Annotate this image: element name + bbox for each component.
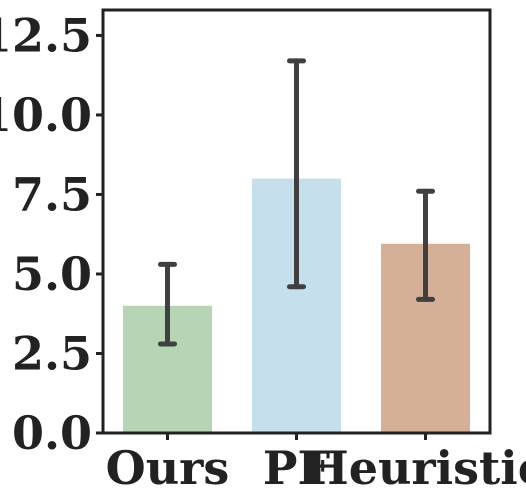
y-tick-label: 0.0 — [12, 406, 92, 460]
y-tick-label: 5.0 — [12, 247, 92, 301]
y-tick-label: 2.5 — [12, 326, 92, 380]
x-tick-label-pf: PF — [263, 441, 331, 495]
y-tick-label: 10.0 — [0, 88, 92, 142]
error-bar-pf — [287, 58, 306, 290]
y-tick-label: 12.5 — [0, 8, 92, 62]
y-axis: 0.0 2.5 5.0 7.5 10.0 12.5 — [0, 8, 103, 460]
x-tick-label-ours: Ours — [106, 441, 230, 495]
error-bar-heuristic — [416, 188, 435, 302]
x-tick-label-heuristic: Heuristic — [305, 441, 526, 495]
y-tick-label: 7.5 — [12, 167, 92, 221]
error-bars-group — [158, 58, 435, 347]
error-bar-ours — [158, 261, 177, 347]
